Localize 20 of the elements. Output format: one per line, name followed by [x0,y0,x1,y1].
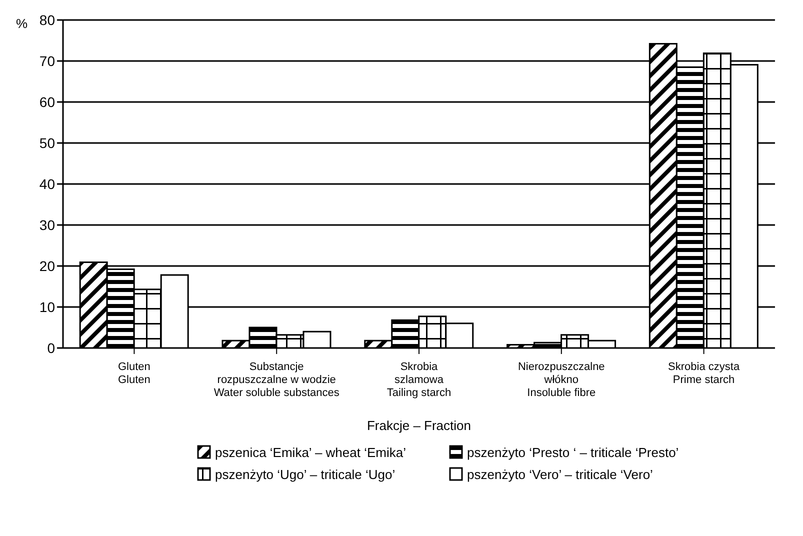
y-axis-title: % [16,16,28,31]
x-tick-label: Substancje rozpuszczalne w wodzie Water soluble substances [214,361,340,399]
y-tick-label: 10 [39,298,56,315]
x-tick-label: Gluten Gluten [118,361,150,386]
y-tick-label: 20 [39,258,56,274]
y-tick-label: 50 [39,134,56,151]
x-tick-label: Skrobia szlamowa Tailing starch [386,361,452,399]
y-tick-label: 40 [39,176,56,192]
legend-label: pszenżyto ‘Ugo’ – triticale ‘Ugo’ [215,467,396,482]
y-tick-label: 70 [39,52,56,69]
legend-label: pszenżyto ‘Presto ‘ – triticale ‘Presto’ [467,445,679,460]
legend-label: pszenica ‘Emika’ – wheat ‘Emika’ [215,445,406,460]
y-tick-label: 80 [39,12,56,28]
x-axis-title: Frakcje – Fraction [366,418,472,433]
y-tick-label: 0 [47,340,56,356]
x-tick-label: Skrobia czysta Prime starch [668,361,740,386]
y-tick-label: 30 [39,216,56,233]
legend-label: pszenżyto ‘Vero’ – triticale ‘Vero’ [467,467,654,482]
y-tick-label: 60 [39,94,56,110]
x-tick-label: Nierozpuszczalne włókno Insoluble fibre [518,361,605,399]
